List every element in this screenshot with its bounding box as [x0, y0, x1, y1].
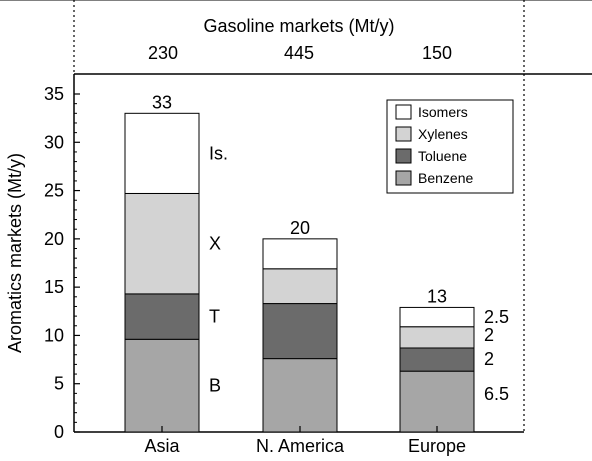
- y-axis-label: Aromatics markets (Mt/y): [5, 153, 25, 353]
- asia-segment-label: T: [209, 307, 220, 327]
- europe-segment-value: 2.5: [484, 307, 509, 327]
- header-value: 230: [148, 43, 178, 63]
- y-tick-label: 5: [54, 374, 64, 394]
- legend-swatch-toluene: [395, 148, 412, 164]
- bar-total-label: 33: [152, 92, 172, 112]
- europe-segment-value: 2: [484, 349, 494, 369]
- legend-swatch-isomers: [395, 104, 412, 120]
- y-tick-label: 0: [54, 422, 64, 442]
- y-axis-ticks: 0 5 10 15 20 25 30 35: [44, 84, 80, 442]
- bar-segment-toluene: [262, 303, 338, 360]
- x-category-label: Asia: [144, 436, 180, 456]
- y-tick-label: 35: [44, 84, 64, 104]
- y-tick-label: 10: [44, 325, 64, 345]
- bars: 33 20 13: [124, 92, 475, 433]
- header-values: 230 445 150: [148, 43, 452, 63]
- bar-segment-xylenes: [399, 326, 475, 349]
- legend-label-benzene: Benzene: [418, 170, 473, 186]
- x-axis-category-labels: Asia N. America Europe: [144, 426, 466, 456]
- legend-swatch-xylenes: [395, 126, 412, 142]
- bar-total-label: 13: [427, 286, 447, 306]
- bar-segment-isomers: [124, 112, 200, 194]
- bar-segment-benzene: [124, 338, 200, 433]
- asia-segment-label: B: [209, 376, 221, 396]
- header-value: 445: [284, 43, 314, 63]
- y-tick-label: 25: [44, 181, 64, 201]
- bar-segment-xylenes: [124, 192, 200, 295]
- legend-label-xylenes: Xylenes: [418, 126, 468, 142]
- header-title: Gasoline markets (Mt/y): [203, 16, 394, 36]
- bar-segment-isomers: [262, 238, 338, 270]
- legend-label-toluene: Toluene: [418, 148, 467, 164]
- y-tick-label: 20: [44, 229, 64, 249]
- y-tick-label: 15: [44, 277, 64, 297]
- europe-segment-value: 2: [484, 325, 494, 345]
- europe-segment-value: 6.5: [484, 384, 509, 404]
- bar-segment-isomers: [399, 306, 475, 328]
- bar-segment-benzene: [262, 358, 338, 433]
- bar-segment-benzene: [399, 370, 475, 433]
- header-value: 150: [422, 43, 452, 63]
- bar-segment-xylenes: [262, 268, 338, 305]
- x-category-label: Europe: [408, 436, 466, 456]
- y-tick-label: 30: [44, 132, 64, 152]
- legend-swatch-benzene: [395, 170, 412, 186]
- legend-label-isomers: Isomers: [418, 104, 468, 120]
- bar-segment-toluene: [124, 293, 200, 340]
- legend: Isomers Xylenes Toluene Benzene: [386, 99, 514, 194]
- bar-segment-toluene: [399, 347, 475, 372]
- asia-segment-label: Is.: [209, 143, 228, 163]
- asia-segment-label: X: [209, 234, 221, 254]
- x-category-label: N. America: [256, 436, 345, 456]
- bar-total-label: 20: [290, 218, 310, 238]
